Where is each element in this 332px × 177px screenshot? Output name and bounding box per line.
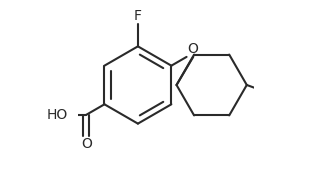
Text: F: F [134, 9, 142, 23]
Text: O: O [188, 42, 198, 56]
Text: HO: HO [46, 108, 68, 122]
Text: O: O [81, 137, 92, 151]
